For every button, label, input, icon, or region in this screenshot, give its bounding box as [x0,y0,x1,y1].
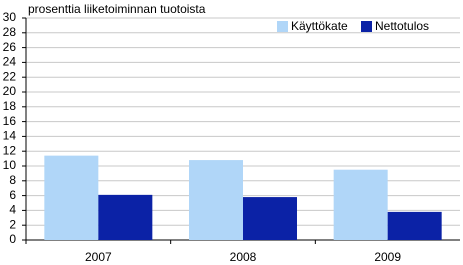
legend-label: Nettotulos [375,19,429,33]
y-tick-label: 22 [3,69,17,83]
y-tick-label: 6 [9,188,16,202]
y-tick-label: 20 [3,84,17,98]
y-tick-label: 0 [9,232,16,246]
legend-swatch [277,21,288,32]
y-tick-label: 12 [3,143,17,157]
y-tick-label: 14 [3,129,17,143]
chart-title: prosenttia liiketoiminnan tuotoista [28,2,206,16]
x-tick-label: 2008 [230,250,257,264]
bar [243,197,297,240]
bar [333,169,388,240]
y-tick-label: 26 [3,40,17,54]
bar [98,194,153,240]
y-tick-label: 8 [9,173,16,187]
legend-label: Käyttökate [291,19,348,33]
y-tick-label: 4 [9,203,16,217]
y-tick-label: 30 [3,10,17,24]
legend-swatch [361,21,372,32]
bar [44,155,99,240]
y-tick-label: 18 [3,99,17,113]
x-tick-label: 2009 [374,250,401,264]
bar [189,160,243,240]
y-tick-label: 24 [3,55,17,69]
y-tick-label: 16 [3,114,17,128]
y-tick-label: 28 [3,25,17,39]
bar [387,211,442,240]
x-tick-label: 2007 [85,250,112,264]
y-tick-label: 10 [3,158,17,172]
y-tick-label: 2 [9,217,16,231]
